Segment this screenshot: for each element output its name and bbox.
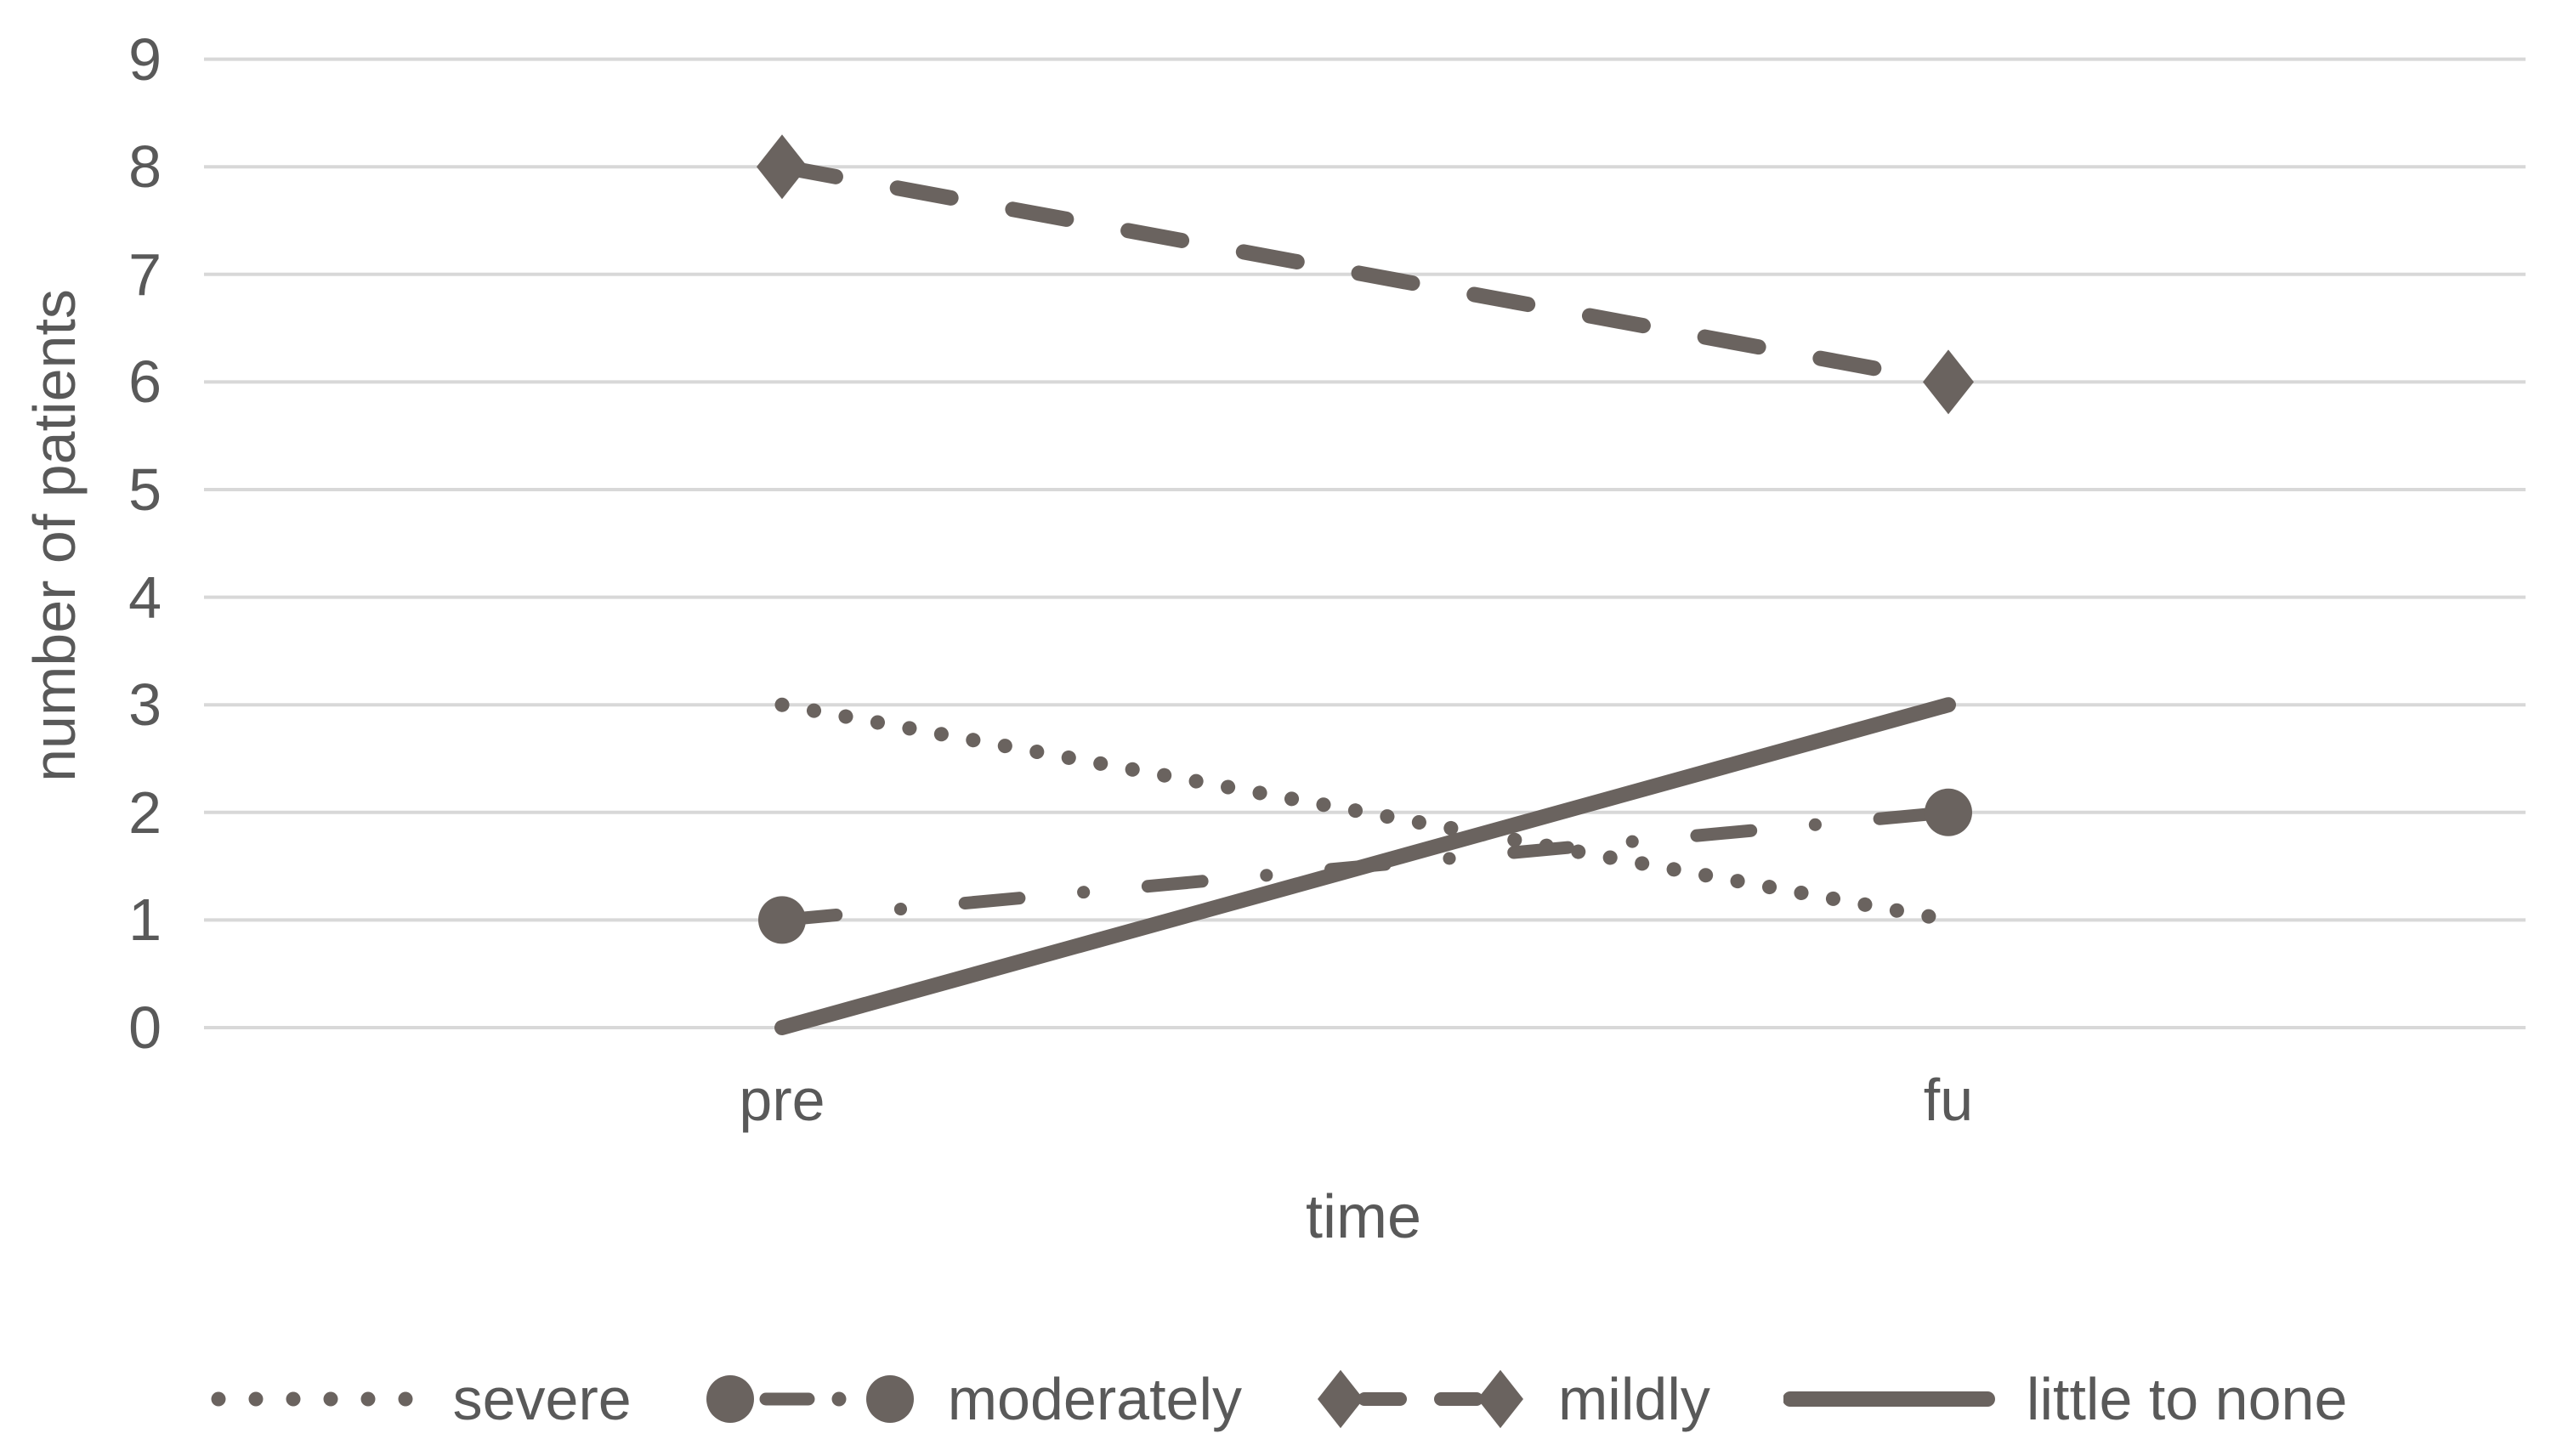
series-line-severe	[774, 697, 1956, 927]
y-tick-label: 5	[128, 456, 162, 523]
legend-item-moderately: moderately	[705, 1361, 1242, 1437]
diamond-marker	[757, 134, 808, 200]
y-tick-label: 7	[128, 241, 162, 308]
diamond-marker	[1477, 1369, 1523, 1429]
y-tick-label: 0	[128, 994, 162, 1061]
legend-item-mildly: mildly	[1315, 1361, 1710, 1437]
x-tick-label-fu: fu	[1923, 1067, 1974, 1133]
y-tick-label: 9	[128, 25, 162, 93]
y-tick-label: 2	[128, 779, 162, 846]
legend-dot	[398, 1391, 413, 1407]
legend-label: mildly	[1558, 1366, 1710, 1432]
circle-marker	[865, 1375, 914, 1423]
legend-swatch-long-dash	[1318, 1369, 1523, 1429]
legend-label: severe	[452, 1366, 632, 1432]
series-line-mildly	[774, 159, 1956, 390]
circle-marker	[1925, 788, 1972, 836]
legend-dot	[831, 1391, 847, 1407]
legend-item-severe: severe	[210, 1361, 632, 1437]
legend-swatch-dash-dot	[706, 1375, 914, 1423]
circle-marker	[706, 1375, 754, 1423]
legend-label: little to none	[2026, 1366, 2348, 1432]
series-line-little-to-none	[774, 697, 1956, 1035]
legend-dot	[211, 1391, 226, 1407]
x-tick-label-pre: pre	[739, 1067, 825, 1133]
y-tick-label: 6	[128, 348, 162, 416]
legend-dot	[248, 1391, 264, 1407]
x-axis-title: time	[1305, 1183, 1422, 1251]
diamond-marker	[1318, 1369, 1364, 1429]
y-tick-label: 1	[128, 887, 162, 954]
legend-dot	[323, 1391, 338, 1407]
diamond-marker	[1923, 349, 1974, 415]
legend-dot	[286, 1391, 301, 1407]
legend-dot	[360, 1391, 376, 1407]
circle-marker	[758, 896, 806, 944]
legend-item-little-to-none: little to none	[1783, 1361, 2347, 1437]
chart-legend: severe moderately mildly little to none	[0, 1357, 2557, 1442]
legend-swatch-dotted	[211, 1391, 413, 1407]
y-tick-label: 3	[128, 671, 162, 739]
legend-label: moderately	[947, 1366, 1242, 1432]
y-tick-label: 4	[128, 564, 162, 631]
legend-swatch-solid	[1783, 1391, 1995, 1407]
y-tick-label: 8	[128, 133, 162, 201]
